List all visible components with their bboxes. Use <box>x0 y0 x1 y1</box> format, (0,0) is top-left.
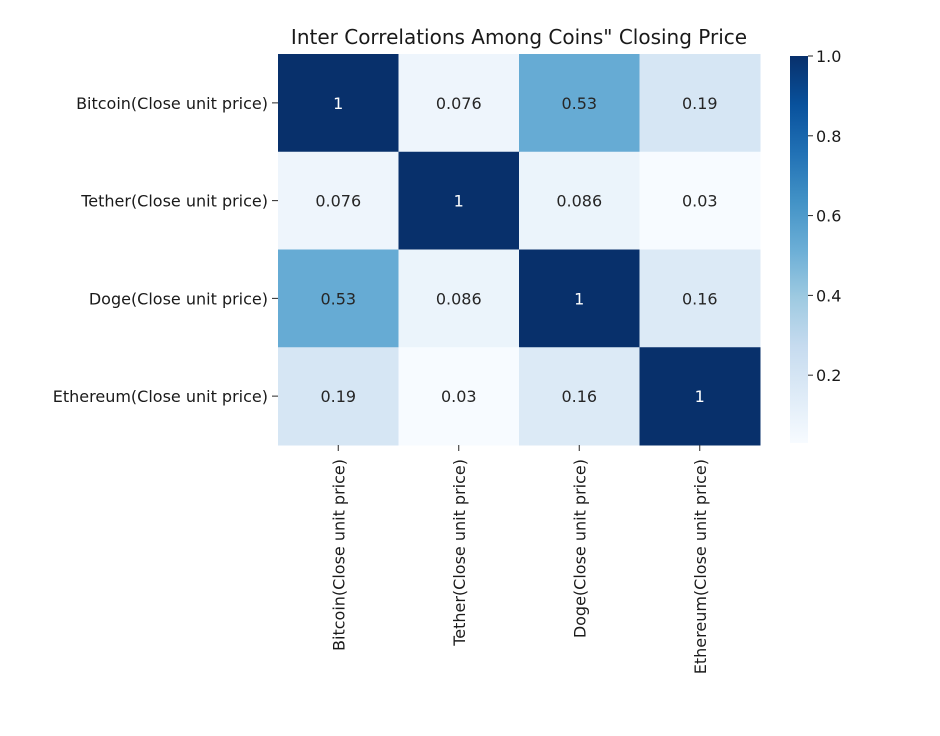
cell-value-label: 1 <box>574 289 584 308</box>
cell-value-label: 0.19 <box>682 94 718 113</box>
colorbar-tick-label: 0.6 <box>816 207 841 226</box>
heatmap-cell <box>639 249 761 348</box>
cell-value-label: 0.16 <box>682 289 718 308</box>
heatmap-cell <box>278 54 399 153</box>
heatmap-cells: 1 0.076 0.53 0.19 0.076 1 0.086 0.03 0.53 0.086 1 0… <box>278 54 761 446</box>
y-tick-label: Doge(Close unit price) <box>89 289 268 308</box>
heatmap-cell <box>398 249 520 348</box>
cell-value-label: 0.53 <box>561 94 597 113</box>
heatmap-cell <box>278 347 399 446</box>
cell-value-label: 0.086 <box>556 192 602 211</box>
cell-value-label: 0.16 <box>561 387 597 406</box>
heatmap-cell <box>519 151 640 250</box>
colorbar-tick-label: 0.2 <box>816 366 841 385</box>
y-tick-label: Bitcoin(Close unit price) <box>76 94 268 113</box>
x-tick-label: Doge(Close unit price) <box>570 459 589 638</box>
heatmap-cell <box>639 347 761 446</box>
heatmap-cell <box>278 249 399 348</box>
colorbar <box>790 56 808 443</box>
cell-value-label: 0.19 <box>320 387 356 406</box>
y-tick-label: Ethereum(Close unit price) <box>53 387 268 406</box>
heatmap-cell <box>519 249 640 348</box>
cell-value-label: 1 <box>454 192 464 211</box>
x-tick-label: Tether(Close unit price) <box>450 459 469 647</box>
colorbar-tick-label: 0.8 <box>816 127 841 146</box>
heatmap-cell <box>398 347 520 446</box>
x-tick-label: Ethereum(Close unit price) <box>691 459 710 674</box>
colorbar-tick-label: 0.4 <box>816 286 841 305</box>
cell-value-label: 1 <box>333 94 343 113</box>
colorbar-tick-label: 1.0 <box>816 47 841 66</box>
heatmap-cell <box>639 54 761 153</box>
heatmap-cell <box>519 347 640 446</box>
heatmap-cell <box>639 151 761 250</box>
heatmap-cell <box>398 151 520 250</box>
cell-value-label: 0.03 <box>682 192 718 211</box>
heatmap-cell <box>278 151 399 250</box>
cell-value-label: 0.53 <box>320 289 356 308</box>
heatmap-cell <box>398 54 520 153</box>
cell-value-label: 0.086 <box>436 289 482 308</box>
y-tick-label: Tether(Close unit price) <box>80 192 268 211</box>
cell-value-label: 0.03 <box>441 387 477 406</box>
x-axis: Bitcoin(Close unit price) Tether(Close un… <box>329 445 710 674</box>
x-tick-label: Bitcoin(Close unit price) <box>329 459 348 651</box>
y-axis: Bitcoin(Close unit price) Tether(Close un… <box>53 94 278 406</box>
cell-value-label: 0.076 <box>315 192 361 211</box>
heatmap-cell <box>519 54 640 153</box>
chart-title: Inter Correlations Among Coins" Closing … <box>291 25 747 49</box>
cell-value-label: 1 <box>695 387 705 406</box>
colorbar-ticks: 0.2 0.4 0.6 0.8 1.0 <box>808 47 841 385</box>
cell-value-label: 0.076 <box>436 94 482 113</box>
